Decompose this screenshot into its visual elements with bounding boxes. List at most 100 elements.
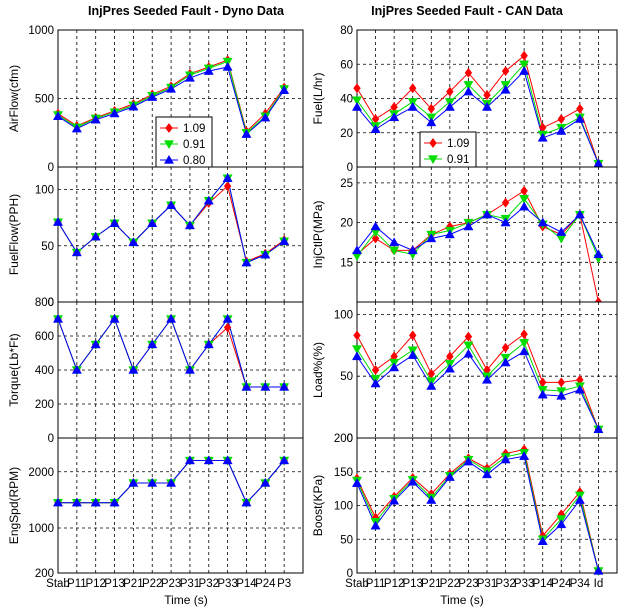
left-torque-data-point [90, 339, 101, 349]
left-fuelflow-data-point [166, 200, 177, 209]
right-boost-data-point [370, 520, 381, 530]
left-fuelflow-data-point [260, 249, 271, 259]
right-boost-xtick-label: Stab [345, 578, 369, 590]
left-airflow-y-axis-label: AirFlow(cfm) [7, 65, 21, 132]
right-injctl-data-point [371, 233, 380, 244]
right-injctl-data-point [370, 221, 381, 231]
left-airflow-legend-entry: 1.09 [183, 123, 205, 135]
right-load-ytick-label: 100 [334, 309, 353, 321]
right-load-data-point [408, 330, 417, 341]
left-airflow-legend-marker [165, 122, 173, 134]
left-engspd-series-group [52, 455, 290, 508]
right-fuel-series-group [351, 50, 604, 169]
left-torque-data-point [279, 381, 290, 391]
right-fuel-data-point [557, 114, 566, 125]
left-torque-data-point [223, 322, 232, 333]
left-airflow-data-point [241, 129, 252, 138]
right-load-data-point [444, 363, 455, 373]
left-engspd-xtick-label: Stab [46, 578, 70, 590]
left-torque-ytick-label: 0 [48, 433, 54, 445]
right-fuel-ytick-label: 80 [340, 25, 353, 37]
right-boost-data-point [389, 495, 400, 505]
left-torque-y-axis-label: Torque(Lb*Ft) [7, 333, 21, 406]
right-load-series-line [356, 350, 599, 430]
left-airflow-data-point [260, 112, 271, 122]
left-engspd-data-point [222, 455, 233, 465]
left-engspd-panel: 20010002000EngSpd(RPM)StabP11P12P13P21P2… [7, 437, 304, 590]
right-boost-ytick-label: 200 [334, 433, 353, 445]
right-boost-xtick-label: P34 [570, 578, 591, 590]
left-engspd-xtick-label: P22 [142, 578, 162, 590]
left-engspd-data-point [71, 497, 82, 507]
left-torque-data-point [166, 313, 177, 323]
right-boost-xtick-label: P24 [551, 578, 572, 590]
right-boost-data-point [593, 565, 604, 575]
left-airflow-series-group [52, 55, 290, 138]
left-fuelflow-series-group [52, 173, 290, 268]
right-fuel-ytick-label: 20 [340, 128, 353, 140]
right-fuel-data-point [520, 50, 528, 61]
right-fuel-data-point [463, 86, 474, 96]
right-fuel-data-point [408, 83, 417, 94]
left-torque-data-point [147, 339, 158, 349]
left-fuelflow-data-point [222, 173, 233, 182]
right-injctl-ytick-label: 20 [340, 218, 353, 230]
right-injctl-y-axis-label: InjCtlP(MPa) [311, 200, 325, 268]
right-injctl-data-point [519, 201, 530, 211]
right-fuel-y-axis-label: Fuel(L/hr) [311, 72, 325, 124]
right-fuel-data-point [481, 101, 493, 111]
left-torque-ytick-label: 200 [35, 399, 54, 411]
right-load-data-point [519, 346, 530, 356]
left-airflow-legend-entry: 0.80 [183, 155, 205, 167]
left-torque-ytick-label: 400 [35, 365, 54, 377]
left-fuelflow-ytick-label: 50 [41, 241, 54, 253]
left-engspd-data-point [147, 477, 158, 487]
right-fuel-data-point [576, 103, 584, 114]
right-fuel-data-point [446, 86, 454, 97]
right-boost-xtick-label: P14 [532, 578, 553, 590]
right-load-data-point [353, 330, 361, 341]
right-load-data-point [556, 390, 567, 400]
right-injctl-data-point [574, 209, 585, 219]
right-boost-xtick-label: P13 [402, 578, 422, 590]
left-airflow-data-point [222, 61, 233, 71]
right-fuel-legend-marker [429, 137, 437, 149]
right-injctl-data-point [556, 227, 567, 236]
left-torque-panel: 0 200 400 600 800 Torque(Lb*Ft) [7, 297, 304, 445]
right-fuel-data-point [464, 67, 473, 78]
left-fuelflow-data-point [90, 231, 101, 241]
right-boost-data-point [351, 478, 363, 487]
right-injctl-data-point [593, 249, 604, 259]
left-airflow-ytick-label: 1000 [28, 25, 54, 37]
right-load-data-point [593, 424, 604, 434]
right-fuel-ytick-label: 40 [340, 94, 353, 106]
left-airflow-legend: 1.09 0.91 0.80 [155, 116, 213, 172]
left-airflow-legend-entry: 0.91 [183, 139, 205, 151]
right-boost-xtick-label: P32 [495, 578, 515, 590]
left-airflow-data-point [128, 101, 139, 111]
right-load-data-point [501, 342, 510, 353]
left-fuelflow-data-point [241, 257, 252, 267]
right-boost-data-point [574, 494, 585, 504]
left-engspd-data-point [109, 497, 120, 507]
left-engspd-xtick-label: P13 [104, 578, 124, 590]
right-injctl-data-point [351, 245, 363, 255]
right-boost-data-point [481, 469, 493, 479]
left-fuelflow-ytick-label: 0 [48, 297, 54, 309]
right-load-data-point [370, 378, 381, 388]
left-torque-data-point [52, 313, 64, 323]
left-airflow-data-point [166, 83, 177, 93]
left-torque-data-point [109, 313, 120, 323]
left-torque-data-point [222, 313, 233, 323]
right-injctl-data-point [500, 217, 511, 227]
left-engspd-data-point [90, 497, 101, 507]
right-injctl-data-point [426, 233, 437, 243]
right-injctl-data-point [463, 221, 474, 231]
right-fuel-data-point [351, 96, 363, 106]
right-load-y-axis-label: Load%(%) [311, 342, 325, 398]
right-fuel-data-point [370, 124, 381, 134]
right-load-data-point [574, 384, 585, 394]
left-engspd-xtick-label: P12 [85, 578, 105, 590]
left-engspd-xtick-label: P32 [199, 578, 219, 590]
right-load-data-point [426, 380, 437, 390]
